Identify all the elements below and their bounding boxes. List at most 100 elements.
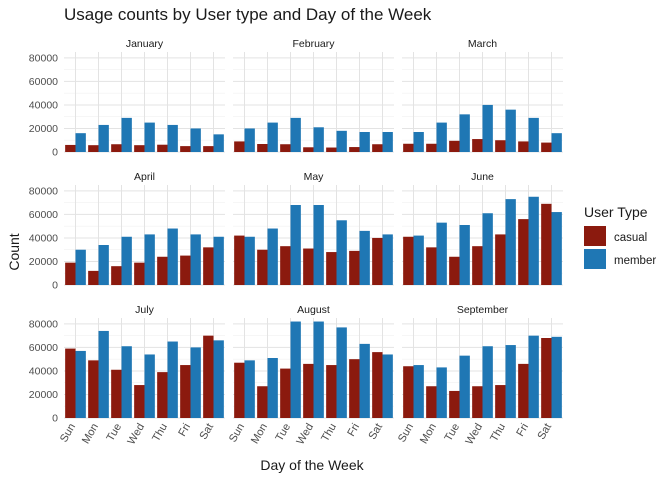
bar-member <box>244 360 255 418</box>
bar-casual <box>65 262 76 285</box>
bar-casual <box>372 144 383 152</box>
bar-casual <box>518 363 529 418</box>
y-tick-label: 20000 <box>29 123 58 135</box>
bar-member <box>459 355 470 418</box>
bar-member <box>144 354 155 418</box>
bar-casual <box>303 147 314 152</box>
bar-casual <box>426 386 437 418</box>
bar-casual <box>157 372 168 418</box>
x-tick-label: Mon <box>80 422 101 447</box>
bar-casual <box>449 140 460 152</box>
bar-member <box>213 236 224 285</box>
x-tick-label: Tue <box>104 422 124 444</box>
bar-casual <box>134 262 145 285</box>
bar-casual <box>180 146 191 152</box>
bar-casual <box>180 365 191 418</box>
bar-member <box>336 130 347 152</box>
bar-member <box>190 234 201 285</box>
x-tick-label: Mon <box>249 422 270 447</box>
x-tick-label: Sat <box>366 422 385 442</box>
bar-casual <box>134 145 145 152</box>
legend-key-casual <box>584 226 606 246</box>
bar-member <box>459 225 470 285</box>
bar-casual <box>326 365 337 418</box>
bar-casual <box>111 266 122 285</box>
legend: User Type casual member <box>584 204 656 269</box>
bar-casual <box>495 234 506 285</box>
y-axis-label: Count <box>6 233 22 270</box>
bar-member <box>505 345 516 418</box>
bar-casual <box>111 369 122 418</box>
bar-member <box>382 234 393 285</box>
bar-member <box>144 122 155 152</box>
bar-member <box>528 196 539 285</box>
bar-member <box>313 127 324 152</box>
x-tick-label: Wed <box>463 422 485 447</box>
bar-member <box>313 205 324 285</box>
bar-member <box>551 133 562 152</box>
bar-member <box>382 354 393 418</box>
bar-casual <box>518 219 529 285</box>
panel-march: March <box>402 38 563 153</box>
y-tick-label: 0 <box>52 413 58 425</box>
bar-casual <box>326 252 337 285</box>
y-tick-label: 60000 <box>29 342 58 354</box>
panel-title: April <box>134 171 155 183</box>
bar-casual <box>472 386 483 418</box>
panel-january: January 0 20000 40000 60000 80000 <box>29 38 225 159</box>
bar-member <box>359 230 370 285</box>
bar-member <box>290 321 301 418</box>
bar-member <box>505 199 516 285</box>
x-tick-label: Wed <box>294 422 316 447</box>
panel-title: July <box>135 304 154 316</box>
y-tick-label: 60000 <box>29 209 58 221</box>
bar-casual <box>280 144 291 152</box>
bar-member <box>244 128 255 152</box>
x-tick-label: Thu <box>488 422 508 444</box>
x-axis-label: Day of the Week <box>260 457 364 473</box>
bar-casual <box>372 352 383 418</box>
x-tick-label: Tue <box>273 422 293 444</box>
bar-casual <box>403 236 414 285</box>
bar-member <box>167 341 178 418</box>
bar-casual <box>180 255 191 285</box>
bar-member <box>551 212 562 285</box>
bar-member <box>167 124 178 152</box>
bar-casual <box>203 247 214 285</box>
facet-panels: January 0 20000 40000 60000 80000 February Marc… <box>29 38 563 447</box>
panel-june: June <box>402 171 563 286</box>
bar-member <box>75 133 86 152</box>
legend-label-member: member <box>614 255 656 267</box>
bar-casual <box>257 144 268 152</box>
x-tick-label: Fri <box>176 422 193 439</box>
x-tick-label: Sat <box>535 422 554 442</box>
x-tick-label: Sun <box>227 422 247 445</box>
bar-casual <box>157 144 168 152</box>
bar-casual <box>234 141 245 152</box>
bar-casual <box>495 140 506 152</box>
bar-member <box>144 234 155 285</box>
x-tick-label: Sun <box>58 422 78 445</box>
bar-member <box>436 122 447 152</box>
bar-member <box>98 245 109 285</box>
y-tick-label: 40000 <box>29 99 58 111</box>
bar-member <box>359 132 370 152</box>
bar-casual <box>449 256 460 285</box>
x-tick-label: Mon <box>418 422 439 447</box>
x-tick-label: Thu <box>319 422 339 444</box>
chart-title: Usage counts by User type and Day of the… <box>64 5 432 24</box>
panel-title: January <box>126 38 164 50</box>
bar-casual <box>303 363 314 418</box>
y-tick-label: 20000 <box>29 256 58 268</box>
bar-member <box>121 117 132 152</box>
bar-member <box>267 122 278 152</box>
bar-casual <box>372 237 383 285</box>
bar-casual <box>541 338 552 418</box>
y-tick-label: 40000 <box>29 365 58 377</box>
bar-member <box>190 347 201 418</box>
bar-member <box>528 335 539 418</box>
bar-casual <box>518 141 529 152</box>
bar-member <box>359 343 370 418</box>
panel-july: July 0 20000 40000 60000 80000 Sun Mon Tue Wed Thu… <box>29 304 225 447</box>
panel-title: May <box>304 171 325 183</box>
